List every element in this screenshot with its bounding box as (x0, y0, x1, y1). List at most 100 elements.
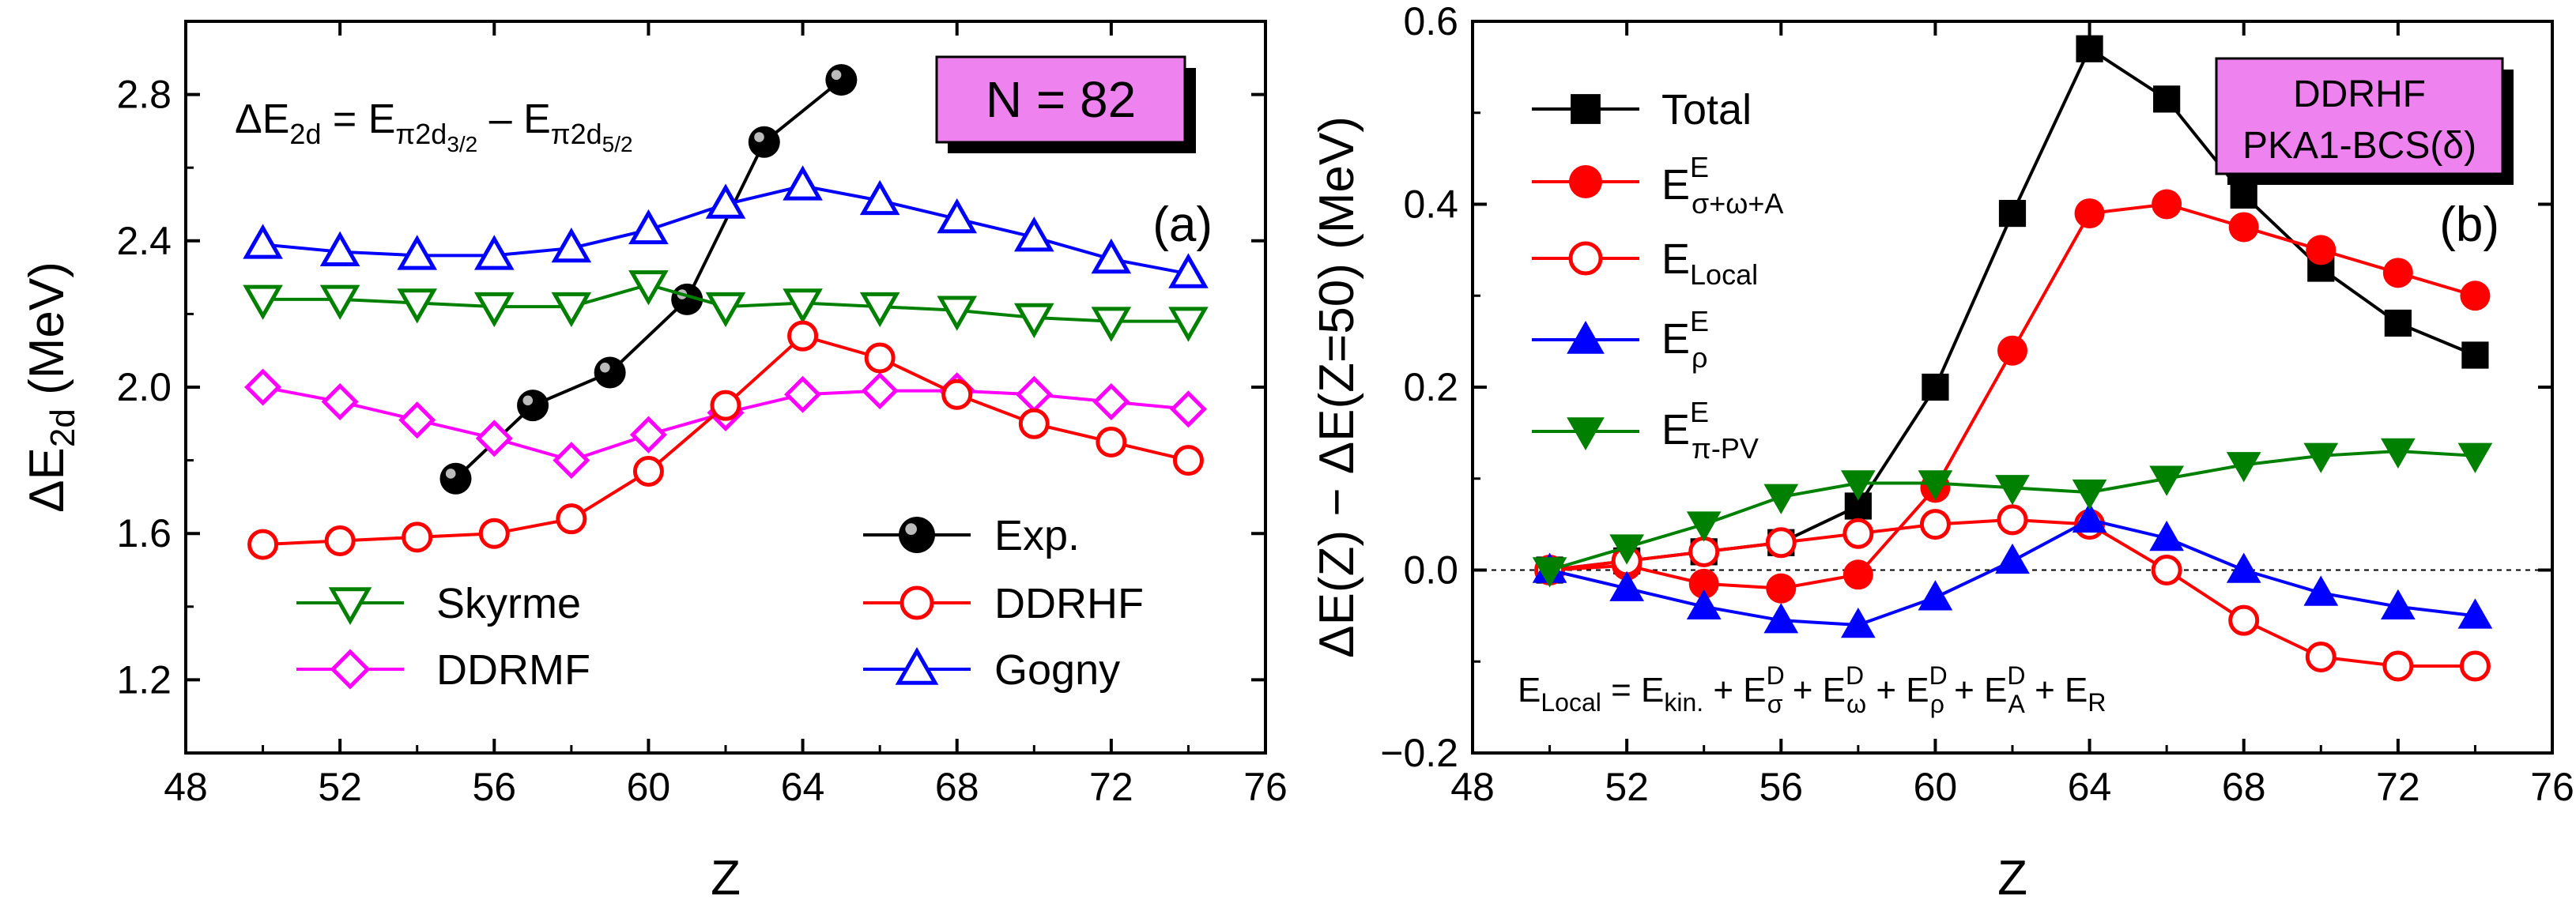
data-point (861, 372, 899, 410)
y-tick-label: 2.0 (116, 365, 172, 409)
data-point (864, 342, 896, 374)
data-point (1918, 470, 1953, 501)
data-point (941, 378, 973, 410)
data-point (2153, 85, 2181, 113)
data-point (2382, 258, 2413, 288)
legend-item-gogny: Gogny (863, 646, 1120, 694)
x-tick-label: 56 (472, 765, 516, 809)
data-point (2230, 181, 2257, 209)
y-tick-label: 0.0 (1403, 548, 1458, 593)
data-point (2380, 438, 2416, 469)
data-point (1686, 511, 1722, 542)
y-tick-label: 0.2 (1403, 365, 1458, 409)
data-point (556, 503, 587, 535)
data-point (2149, 465, 2185, 496)
data-point (1169, 390, 1207, 428)
data-point (1686, 589, 1722, 620)
y-axis-title-a: ΔE2d (MeV) (20, 262, 82, 513)
legend-marker (1567, 417, 1605, 451)
data-point (1998, 199, 2027, 228)
data-point (402, 521, 433, 553)
data-point (784, 375, 822, 413)
data-point (1091, 307, 1132, 342)
data-point (1919, 509, 1951, 540)
data-point (2460, 280, 2491, 311)
data-point (937, 296, 978, 331)
data-point (2151, 555, 2182, 585)
legend-item-sigma-omega-a: EE σ+ω+A (1532, 151, 1783, 220)
legend-a: Exp. Skyrme DDRHF DDRMF Gogny (296, 512, 1144, 694)
data-point (1997, 335, 2027, 366)
svg-text:EEπ-PV: EE π-PV (1661, 396, 1759, 465)
data-point (1995, 475, 2030, 506)
legend-b: Total EE σ+ω+A ELocal EE ρ EE π-PV (1532, 86, 1783, 465)
legend-marker (899, 517, 935, 553)
data-point (1609, 570, 1645, 601)
svg-text:EEρ: EE ρ (1661, 305, 1709, 374)
data-point (628, 270, 669, 306)
legend-marker (1569, 165, 1602, 198)
svg-text:Exp.: Exp. (994, 512, 1080, 559)
svg-text:EEσ+ω+A: EE σ+ω+A (1661, 151, 1783, 220)
x-tick-label: 60 (1914, 765, 1958, 809)
x-tick-label: 68 (2222, 765, 2266, 809)
x-axis-title-a: Z (711, 851, 741, 905)
data-point (2461, 341, 2489, 369)
data-point (397, 235, 438, 270)
data-point (1168, 253, 1209, 288)
x-tick-label: 64 (2068, 765, 2112, 809)
series-line (454, 78, 843, 480)
legend-item-pi-pv: EE π-PV (1532, 396, 1759, 465)
x-tick-label: 72 (2376, 765, 2420, 809)
data-point (517, 390, 549, 422)
data-point (1840, 470, 1876, 501)
series-ddrhf (247, 320, 1204, 560)
data-point (1688, 568, 1719, 599)
data-point (1532, 557, 1567, 588)
legend-marker (895, 646, 939, 685)
data-point (1013, 303, 1054, 339)
data-point (473, 235, 515, 270)
data-point (859, 179, 900, 216)
x-tick-label: 56 (1759, 765, 1803, 809)
data-point (324, 525, 356, 556)
legend-marker (330, 649, 371, 690)
data-point (398, 401, 436, 439)
data-point (2306, 235, 2337, 265)
data-point (244, 368, 282, 406)
x-tick-label: 76 (1243, 765, 1288, 809)
data-point (247, 529, 279, 560)
data-point (2380, 589, 2416, 620)
legend-item-rho: EE ρ (1532, 305, 1709, 374)
x-tick-label: 52 (1605, 765, 1649, 809)
data-point (2228, 212, 2259, 243)
data-point (475, 420, 513, 457)
panel-a: 48 52 56 60 64 68 72 76 1.2 1.6 2.0 2.4 2.8 ΔE2d (Me… (20, 20, 1288, 905)
data-point (2076, 35, 2103, 62)
series-b (1532, 35, 2493, 682)
data-point (632, 455, 664, 487)
data-point (748, 126, 780, 158)
data-point (473, 292, 515, 328)
data-point (1995, 543, 2030, 574)
y-tick-label: 0.6 (1403, 0, 1458, 43)
data-point (2457, 598, 2493, 629)
x-tick-label: 60 (627, 765, 671, 809)
data-point (2226, 552, 2261, 583)
panel-label-b: (b) (2439, 198, 2499, 252)
data-point (2228, 604, 2260, 636)
data-point (1765, 527, 1797, 559)
data-point (1609, 534, 1645, 565)
data-point (2074, 198, 2105, 229)
svg-text:DDRHF: DDRHF (994, 580, 1144, 627)
panel-b: 48 52 56 60 64 68 72 76 −0.2 0.0 0.2 0.4 0.6 ΔE(Z) −… (1310, 0, 2574, 905)
data-point (1922, 373, 1949, 401)
svg-text:Skyrme: Skyrme (436, 580, 581, 627)
data-point (1842, 518, 1874, 549)
legend-item-ddrmf: DDRMF (296, 646, 590, 694)
x-tick-label: 76 (2530, 765, 2574, 809)
x-tick-label: 52 (318, 765, 362, 809)
series-e-e-pv (1532, 438, 2493, 588)
series-ddrmf (244, 368, 1207, 480)
